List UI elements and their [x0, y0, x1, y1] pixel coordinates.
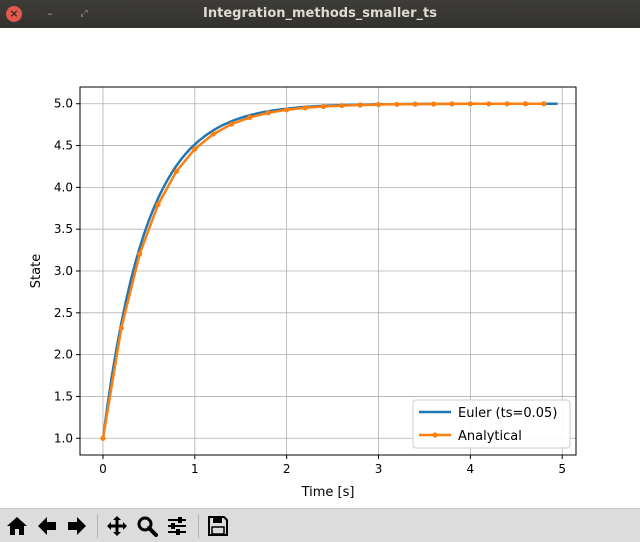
analytical-data-point	[412, 101, 418, 107]
legend-box	[412, 399, 571, 449]
line-chart: 0 1 2 3 4 5 1.0 1.5 2.0 2.5 3.0 3.5 4.0 4.5 5.0 Time […	[29, 86, 577, 500]
analytical-data-point	[394, 101, 400, 107]
analytical-data-point	[302, 105, 308, 111]
analytical-data-point	[431, 101, 437, 107]
y-axis-label: State	[29, 254, 44, 288]
y-tick-label: 5.0	[54, 97, 73, 111]
grid-lines	[80, 87, 576, 455]
home-button[interactable]	[4, 513, 30, 539]
window-close-button[interactable]: ×	[6, 6, 22, 22]
analytical-data-point	[173, 168, 180, 174]
axis-ticks: 0 1 2 3 4 5 1.0 1.5 2.0 2.5 3.0 3.5 4.0 4.5 5.0	[54, 97, 566, 476]
analytical-data-point	[265, 110, 271, 116]
analytical-data-point	[228, 121, 235, 127]
y-tick-label: 2.5	[54, 306, 73, 320]
analytical-data-point	[247, 114, 253, 120]
y-tick-label: 4.5	[54, 139, 73, 153]
x-tick-label: 5	[558, 462, 566, 476]
y-tick-label: 4.0	[54, 180, 73, 194]
analytical-data-point	[100, 435, 106, 441]
x-axis-label: Time [s]	[301, 485, 355, 500]
window-titlebar: × – ⤢ Integration_methods_smaller_ts	[0, 0, 640, 28]
analytical-data-point	[192, 146, 198, 152]
legend: Euler (ts=0.05) Analytical	[412, 399, 571, 449]
analytical-data-point	[449, 101, 455, 107]
analytical-data-point	[467, 101, 473, 107]
toolbar-separator	[198, 514, 199, 538]
window-minimize-button[interactable]: –	[47, 7, 53, 20]
analytical-data-point	[375, 101, 382, 108]
configure-subplots-button[interactable]	[164, 513, 190, 539]
analytical-data-point	[522, 101, 529, 107]
save-floppy-icon	[208, 516, 228, 536]
legend-euler-label: Euler (ts=0.05)	[458, 406, 557, 421]
back-button[interactable]	[34, 513, 60, 539]
analytical-data-point	[486, 101, 492, 107]
x-tick-label: 1	[191, 462, 199, 476]
zoom-button[interactable]	[134, 513, 160, 539]
y-tick-label: 1.0	[54, 431, 73, 445]
back-arrow-icon	[38, 517, 56, 535]
legend-analytical-marker	[432, 432, 438, 438]
save-button[interactable]	[205, 513, 231, 539]
analytical-data-point	[504, 101, 510, 107]
analytical-data-point	[541, 101, 547, 107]
series-lines	[100, 101, 558, 441]
forward-arrow-icon	[68, 517, 86, 535]
configure-subplots-icon	[168, 517, 186, 535]
legend-analytical-label: Analytical	[458, 429, 522, 444]
analytical-data-point	[137, 251, 143, 257]
y-tick-label: 3.5	[54, 222, 73, 236]
x-tick-label: 3	[375, 462, 383, 476]
x-tick-label: 0	[99, 462, 107, 476]
analytical-data-point	[118, 325, 124, 331]
y-tick-label: 2.0	[54, 348, 73, 362]
analytical-data-point	[320, 103, 327, 110]
y-tick-label: 1.5	[54, 389, 73, 403]
forward-button[interactable]	[64, 513, 90, 539]
toolbar-separator	[97, 514, 98, 538]
window-maximize-button[interactable]: ⤢	[80, 9, 88, 19]
figure-canvas[interactable]: 0 1 2 3 4 5 1.0 1.5 2.0 2.5 3.0 3.5 4.0 4.5 5.0 Time […	[0, 28, 640, 508]
analytical-data-point	[210, 131, 216, 137]
home-icon	[7, 517, 27, 535]
pan-button[interactable]	[104, 513, 130, 539]
analytical-data-point	[339, 102, 345, 109]
window-title: Integration_methods_smaller_ts	[203, 6, 437, 21]
zoom-magnifier-icon	[137, 516, 158, 537]
pan-move-icon	[107, 516, 127, 536]
analytical-data-point	[357, 102, 363, 108]
analytical-data-point	[284, 107, 290, 113]
analytical-data-point	[155, 201, 161, 208]
x-tick-label: 2	[283, 462, 291, 476]
x-tick-label: 4	[467, 462, 475, 476]
y-tick-label: 3.0	[54, 264, 73, 278]
navigation-toolbar	[0, 508, 640, 542]
